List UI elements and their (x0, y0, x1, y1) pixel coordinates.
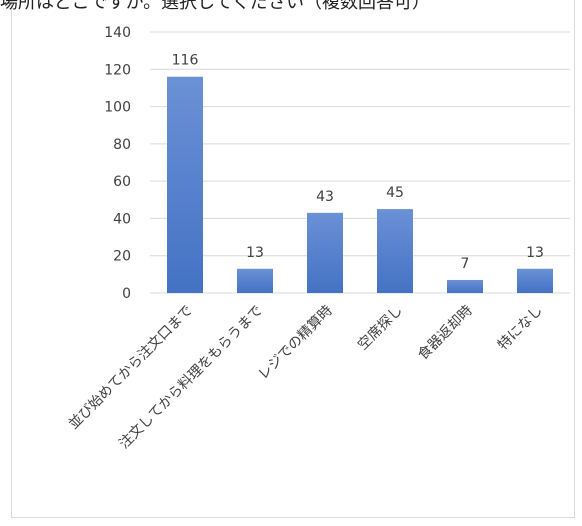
x-tick-label: 食器返却時 (414, 302, 476, 364)
x-tick-label: 空席探し (355, 303, 406, 354)
bar (237, 268, 273, 293)
y-tick-label: 20 (113, 249, 131, 265)
data-label: 43 (316, 189, 334, 205)
x-tick-label: 並び始めてから注文口まで (66, 303, 196, 433)
bar (167, 76, 203, 293)
x-tick-label: 特になし (495, 303, 546, 354)
bar (307, 212, 343, 293)
y-tick-label: 60 (113, 174, 131, 190)
y-tick-label: 0 (122, 286, 131, 302)
chart-title: 場所はどこですか。選択してください（複数回答可） (0, 0, 431, 12)
chart-frame (11, 0, 575, 518)
y-tick-label: 140 (104, 25, 131, 41)
data-label: 13 (526, 245, 544, 261)
data-label: 7 (461, 256, 470, 272)
bar (447, 279, 483, 293)
data-label: 13 (246, 245, 264, 261)
bar (517, 268, 553, 293)
y-tick-label: 120 (104, 62, 131, 78)
x-tick-label: 注文してから料理をもらうまで (116, 303, 266, 453)
y-tick-label: 80 (113, 137, 131, 153)
y-tick-label: 100 (104, 100, 131, 116)
x-tick-label: レジでの精算時 (255, 303, 336, 384)
y-tick-label: 40 (113, 211, 131, 227)
bar (377, 209, 413, 293)
data-label: 45 (386, 185, 404, 201)
data-label: 116 (172, 53, 199, 69)
